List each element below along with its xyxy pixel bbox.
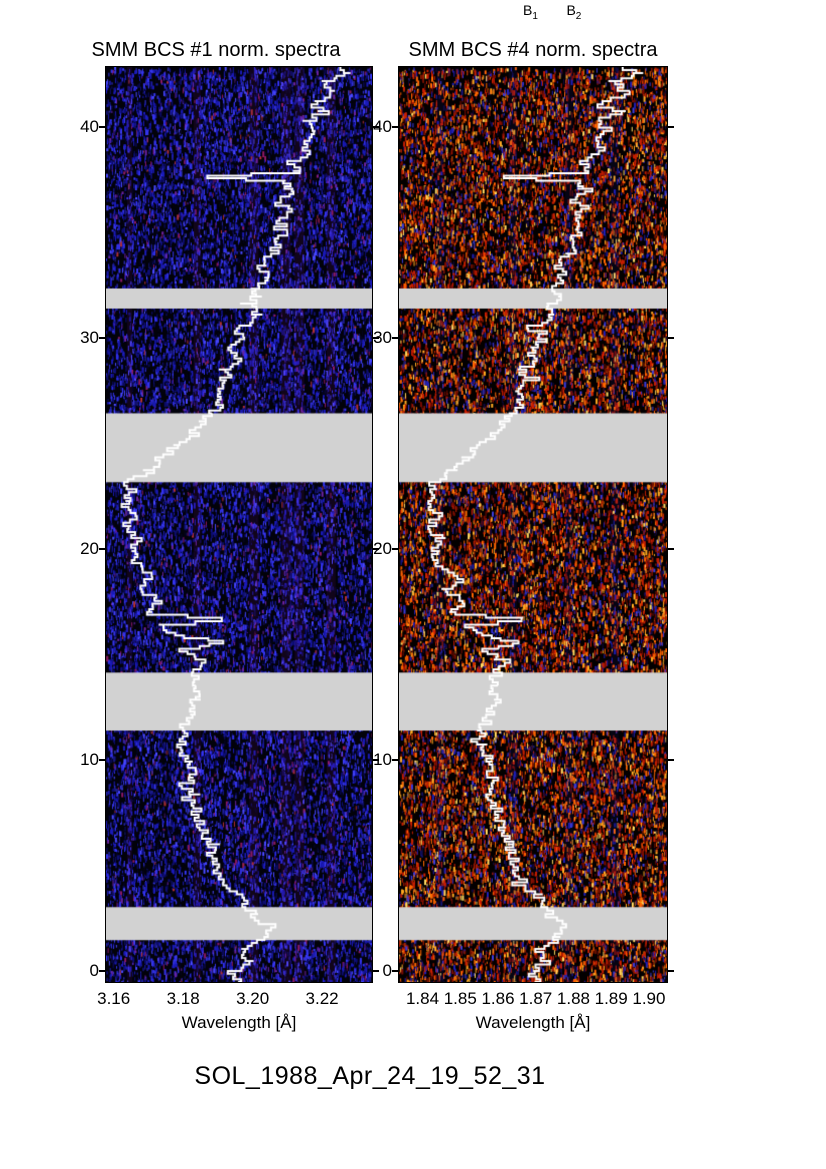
y-tick-mark bbox=[99, 125, 105, 128]
y-tick-mark bbox=[668, 758, 674, 761]
y-tick-label: 20 bbox=[373, 538, 392, 558]
line-label-b1-base: B bbox=[523, 2, 533, 18]
x-tick-label: 1.85 bbox=[443, 989, 477, 1008]
y-tick-mark bbox=[373, 547, 379, 550]
y-tick-mark bbox=[668, 547, 674, 550]
y-tick-mark bbox=[392, 336, 398, 339]
x-tick-label: 1.84 bbox=[405, 989, 440, 1008]
y-tick-mark bbox=[392, 969, 398, 972]
y-tick-mark bbox=[668, 336, 674, 339]
bcs1-panel: SMM BCS #1 norm. spectra Wavelength [Å] … bbox=[80, 39, 379, 1032]
panel-title-bcs1: SMM BCS #1 norm. spectra bbox=[91, 39, 341, 61]
x-tick-label: 3.20 bbox=[236, 989, 270, 1008]
y-tick-mark bbox=[99, 547, 105, 550]
y-tick-mark bbox=[373, 125, 379, 128]
line-label-b1-sub: 1 bbox=[532, 10, 538, 22]
x-tick-label: 1.89 bbox=[594, 989, 628, 1008]
x-axis-title-bcs1: Wavelength [Å] bbox=[181, 1013, 297, 1032]
y-tick-label: 40 bbox=[80, 116, 99, 136]
y-tick-mark bbox=[668, 969, 674, 972]
x-tick-label: 3.16 bbox=[97, 989, 131, 1008]
y-tick-mark bbox=[392, 125, 398, 128]
y-tick-label: 0 bbox=[89, 960, 99, 980]
y-tick-mark bbox=[373, 969, 379, 972]
x-tick-label: 1.86 bbox=[481, 989, 515, 1008]
line-label-b2: B2 bbox=[566, 2, 581, 22]
x-tick-label: 3.22 bbox=[305, 989, 339, 1008]
y-tick-mark bbox=[392, 758, 398, 761]
y-tick-mark bbox=[99, 969, 105, 972]
x-tick-label: 1.90 bbox=[632, 989, 666, 1008]
y-tick-label: 30 bbox=[80, 327, 99, 347]
y-tick-label: 30 bbox=[373, 327, 392, 347]
x-tick-label: 3.18 bbox=[166, 989, 200, 1008]
x-tick-label: 1.87 bbox=[519, 989, 553, 1008]
x-tick-label: 1.88 bbox=[556, 989, 590, 1008]
y-tick-label: 0 bbox=[382, 960, 392, 980]
figure-caption: SOL_1988_Apr_24_19_52_31 bbox=[194, 1062, 546, 1090]
y-tick-label: 20 bbox=[80, 538, 99, 558]
y-tick-mark bbox=[373, 758, 379, 761]
bcs4-panel: SMM BCS #4 norm. spectra Wavelength [Å] … bbox=[373, 2, 674, 1032]
panel-title-bcs4: SMM BCS #4 norm. spectra bbox=[408, 39, 658, 61]
y-tick-mark bbox=[668, 125, 674, 128]
y-tick-mark bbox=[373, 336, 379, 339]
y-tick-mark bbox=[392, 547, 398, 550]
line-label-b2-sub: 2 bbox=[575, 10, 582, 22]
line-label-b1: B1 bbox=[523, 2, 538, 22]
line-label-b2-base: B bbox=[566, 2, 576, 18]
y-tick-label: 10 bbox=[80, 749, 99, 769]
y-tick-label: 40 bbox=[373, 116, 392, 136]
y-tick-mark bbox=[99, 758, 105, 761]
bcs4-spectrogram-canvas bbox=[398, 66, 668, 983]
y-tick-mark bbox=[99, 336, 105, 339]
bcs1-spectrogram-canvas bbox=[105, 66, 373, 983]
y-tick-label: 10 bbox=[373, 749, 392, 769]
x-axis-title-bcs4: Wavelength [Å] bbox=[475, 1013, 591, 1032]
